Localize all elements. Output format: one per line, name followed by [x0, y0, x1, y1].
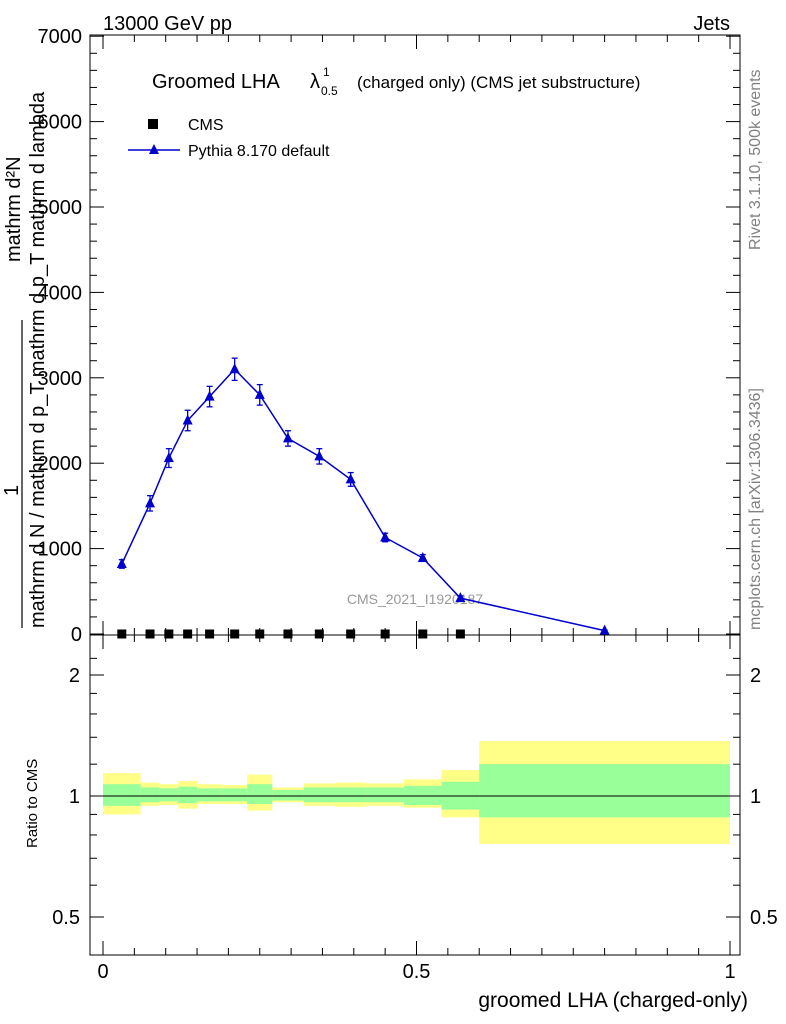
x-tick-label: 0 [97, 961, 108, 983]
ratio-inner-band [272, 789, 304, 801]
ratio-y-tick-label-right: 1 [750, 786, 761, 808]
pythia-line [121, 368, 605, 632]
pythia-point [380, 531, 391, 542]
pythia-point [599, 624, 610, 635]
analysis-watermark: CMS_2021_I1920187 [347, 591, 483, 607]
cms-point [314, 629, 324, 639]
pythia-point [455, 592, 466, 603]
legend-pythia-label: Pythia 8.170 default [188, 143, 330, 160]
y-tick-label: 0 [71, 624, 82, 646]
cms-series [117, 629, 465, 639]
ratio-y-tick-label-left: 0.5 [52, 907, 80, 929]
ratio-y-tick-labels: 0.5 0.5 1 1 2 2 [52, 665, 778, 929]
ylabel-prefix: 1 [1, 485, 23, 496]
pythia-series [116, 357, 610, 635]
cms-point [380, 629, 390, 639]
y-tick-label: 1000 [38, 539, 83, 561]
x-tick-label: 1 [724, 961, 735, 983]
ratio-inner-band [140, 787, 160, 803]
ratio-uncertainty-bands [103, 741, 730, 844]
pythia-point [204, 390, 215, 401]
y-tick-label: 6000 [38, 112, 83, 134]
cms-point [205, 629, 215, 639]
ratio-axis-ticks [90, 635, 740, 955]
ratio-inner-band [178, 786, 198, 804]
pythia-point [345, 473, 356, 484]
header-jets: Jets [693, 13, 730, 35]
ylabel-denominator: mathrm d N / mathrm d p_T mathrm d p_T m… [27, 91, 49, 628]
pythia-point [116, 557, 127, 568]
cms-point [230, 629, 240, 639]
ratio-inner-band [303, 787, 335, 803]
y-tick-label: 5000 [38, 197, 83, 219]
ratio-y-tick-label-left: 1 [69, 786, 80, 808]
title-rest: (charged only) (CMS jet substructure) [357, 73, 640, 92]
x-tick-labels: 0 0.5 1 [97, 961, 735, 983]
ratio-inner-band [159, 788, 179, 802]
ratio-y-tick-label-right: 2 [750, 665, 761, 687]
main-y-axis-label: mathrm d²N mathrm d N / mathrm d p_T mat… [1, 91, 49, 628]
main-y-tick-labels: 1000 2000 3000 4000 5000 6000 7000 0 [38, 26, 83, 646]
legend-cms-marker [148, 119, 158, 129]
legend-cms-label: CMS [188, 117, 224, 134]
ratio-y-tick-label-left: 2 [69, 665, 80, 687]
ratio-y-tick-label-right: 0.5 [750, 907, 778, 929]
header-energy: 13000 GeV pp [103, 13, 232, 35]
legend: CMS Pythia 8.170 default [128, 117, 330, 160]
ratio-inner-band [222, 788, 248, 802]
cms-point [455, 629, 465, 639]
pythia-point [282, 432, 293, 443]
ratio-inner-band [334, 787, 367, 803]
cms-point [164, 629, 174, 639]
pythia-point [182, 414, 193, 425]
title-main: Groomed LHA [152, 71, 280, 93]
pythia-point [229, 363, 240, 374]
pythia-point [314, 450, 325, 461]
x-axis-label: groomed LHA (charged-only) [478, 989, 748, 1012]
pythia-point [163, 452, 174, 463]
title-sup: 1 [323, 65, 330, 79]
cms-point [255, 629, 265, 639]
ylabel-numerator: mathrm d²N [3, 156, 25, 262]
cms-point [183, 629, 193, 639]
y-tick-label: 3000 [38, 368, 83, 390]
pythia-point [254, 388, 265, 399]
cms-point [283, 629, 293, 639]
pythia-point [417, 551, 428, 562]
rivet-info: Rivet 3.1.10, 500k events [747, 69, 764, 250]
cms-point [117, 629, 127, 639]
x-tick-label: 0.5 [403, 961, 431, 983]
ratio-inner-band [247, 784, 273, 805]
y-tick-label: 2000 [38, 453, 83, 475]
y-tick-label: 7000 [38, 26, 83, 48]
cms-point [145, 629, 155, 639]
legend-pythia-marker [149, 144, 159, 154]
cms-point [418, 629, 428, 639]
ratio-inner-band [103, 784, 141, 806]
cms-point [346, 629, 356, 639]
title-lambda: λ [310, 71, 320, 93]
ratio-inner-band [479, 764, 730, 818]
mcplots-info: mcplots.cern.ch [arXiv:1306.3436] [747, 388, 764, 630]
ratio-y-axis-label: Ratio to CMS [24, 759, 41, 848]
y-tick-label: 4000 [38, 282, 83, 304]
pythia-point [145, 497, 156, 508]
ratio-inner-band [366, 787, 404, 803]
ratio-plot-frame [89, 634, 741, 956]
ratio-inner-band [403, 785, 442, 805]
ratio-inner-band [197, 788, 223, 802]
title-sub: 0.5 [321, 84, 338, 98]
plot-title: Groomed LHA λ 1 0.5 (charged only) (CMS … [152, 65, 640, 98]
